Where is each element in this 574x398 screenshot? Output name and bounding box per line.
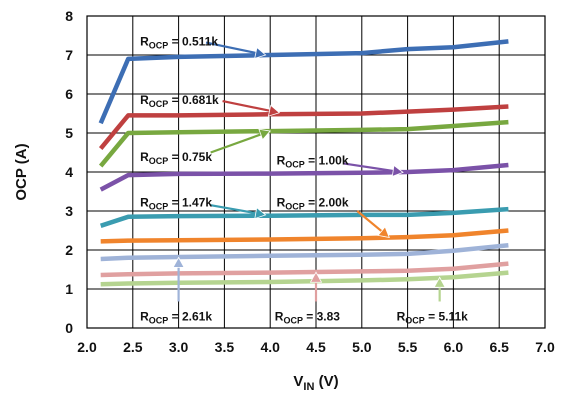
annotation-arrow-head: [267, 104, 281, 117]
x-tick-label: 2.5: [123, 339, 143, 355]
annotation-label: ROCP = 3.83: [275, 309, 341, 325]
annotation-label-main: R: [277, 153, 286, 167]
y-tick-label: 2: [65, 242, 73, 258]
annotation-label-value: = 1.00k: [305, 153, 349, 167]
annotation-label-sub: OCP: [283, 315, 303, 325]
series-line-5: [100, 206, 509, 228]
annotation-label-value: = 0.511k: [168, 34, 218, 48]
annotation-label: ROCP = 0.681k: [140, 93, 219, 109]
x-tick-labels: 2.0 2.5 3.0 3.5 4.0 4.5 5.0 5.5 6.0 6.5 7.0: [77, 339, 555, 355]
x-tick-label: 4.5: [306, 339, 326, 355]
series-line-1: [98, 39, 509, 125]
annotation-label-sub: OCP: [149, 99, 169, 109]
annotation-arrow-head: [254, 207, 267, 220]
annotation-label: ROCP = 0.511k: [140, 34, 218, 50]
annotation-arrow-line: [356, 210, 383, 232]
annotation-arrow-line: [343, 162, 394, 172]
annotation-arrow-head: [309, 271, 323, 283]
x-tick-label: 3.5: [215, 339, 235, 355]
annotation-arrow-line: [222, 99, 270, 112]
annotation-6: ROCP = 2.00k: [277, 195, 390, 239]
annotation-label-value: = 5.11k: [425, 309, 468, 323]
annotation-label-value: = 0.681k: [168, 93, 219, 107]
y-tick-label: 5: [65, 125, 73, 141]
annotation-label-value: = 2.00k: [305, 195, 349, 209]
x-tick-label: 6.5: [489, 339, 509, 355]
y-axis-label: OCP (A): [13, 143, 30, 200]
annotation-arrow-line: [210, 133, 262, 154]
annotation-4: ROCP = 1.00k: [277, 153, 404, 177]
annotation-label: ROCP = 2.61k: [140, 309, 212, 325]
annotation-label-value: = 2.61k: [168, 309, 212, 323]
y-tick-labels: 0 1 2 3 4 5 6 7 8: [65, 8, 73, 336]
annotation-label: ROCP = 1.00k: [277, 153, 349, 169]
annotation-arrow-head: [172, 256, 185, 268]
series-line-3: [98, 119, 509, 168]
annotation-label: ROCP = 0.75k: [140, 150, 212, 166]
annotation-label-sub: OCP: [149, 40, 169, 50]
annotation-arrow-head: [258, 128, 271, 141]
plot-frame: [86, 15, 546, 329]
series-line-8: [100, 261, 509, 278]
y-tick-label: 4: [65, 164, 73, 180]
x-tick-label: 7.0: [535, 339, 555, 355]
y-tick-label: 0: [65, 320, 73, 336]
annotation-7: ROCP = 2.61k: [140, 256, 212, 325]
x-tick-label: 4.0: [260, 339, 280, 355]
annotation-label-main: R: [140, 309, 149, 323]
annotation-label: ROCP = 1.47k: [140, 195, 212, 211]
annotation-2: ROCP = 0.681k: [140, 93, 281, 117]
annotation-label-main: R: [140, 195, 149, 209]
annotation-arrow-head: [254, 46, 267, 59]
annotation-label: ROCP = 2.00k: [277, 195, 349, 211]
series-line-4: [99, 162, 509, 192]
annotation-label-main: R: [277, 195, 286, 209]
series-line-2: [98, 104, 509, 151]
x-tick-label: 5.0: [352, 339, 372, 355]
x-axis-label-unit: (V): [314, 373, 338, 390]
x-tick-label: 2.0: [77, 339, 97, 355]
annotation-label-main: R: [140, 93, 149, 107]
annotation-label-value: = 1.47k: [168, 195, 212, 209]
annotation-arrow-head: [391, 164, 404, 177]
annotation-5: ROCP = 1.47k: [140, 195, 267, 220]
annotation-arrow-line: [210, 204, 256, 215]
annotation-8: ROCP = 3.83: [275, 271, 341, 325]
series-line-6: [100, 228, 509, 244]
x-tick-label: 5.5: [398, 339, 418, 355]
y-tick-label: 8: [65, 8, 73, 24]
annotation-label-main: R: [397, 309, 406, 323]
y-tick-label: 7: [65, 47, 73, 63]
annotation-label-sub: OCP: [149, 201, 169, 211]
annotation-label-main: R: [140, 150, 149, 164]
annotation-label-main: R: [140, 34, 149, 48]
annotation-3: ROCP = 0.75k: [140, 128, 271, 166]
x-tick-label: 3.0: [169, 339, 189, 355]
annotation-label-sub: OCP: [149, 315, 169, 325]
annotation-label-sub: OCP: [405, 315, 425, 325]
annotation-label: ROCP = 5.11k: [397, 309, 469, 325]
annotation-1: ROCP = 0.511k: [140, 34, 267, 59]
annotation-label-sub: OCP: [285, 201, 305, 211]
annotation-label-value: = 0.75k: [168, 150, 212, 164]
y-tick-label: 3: [65, 203, 73, 219]
y-tick-label: 6: [65, 86, 73, 102]
annotation-label-value: = 3.83: [303, 309, 340, 323]
annotation-label-sub: OCP: [149, 156, 169, 166]
annotation-arrow-head: [433, 276, 446, 288]
x-axis-label-sub: IN: [303, 381, 314, 393]
x-axis-label-main: V: [293, 373, 303, 390]
series-line-7: [100, 243, 509, 262]
x-axis-label: VIN (V): [293, 373, 338, 393]
annotation-arrow-line: [205, 41, 257, 55]
x-tick-label: 6.0: [444, 339, 464, 355]
annotation-9: ROCP = 5.11k: [397, 276, 469, 325]
y-tick-label: 1: [65, 281, 73, 297]
annotation-label-sub: OCP: [285, 159, 305, 169]
annotation-label-main: R: [275, 309, 284, 323]
annotation-arrow-head: [377, 226, 390, 239]
